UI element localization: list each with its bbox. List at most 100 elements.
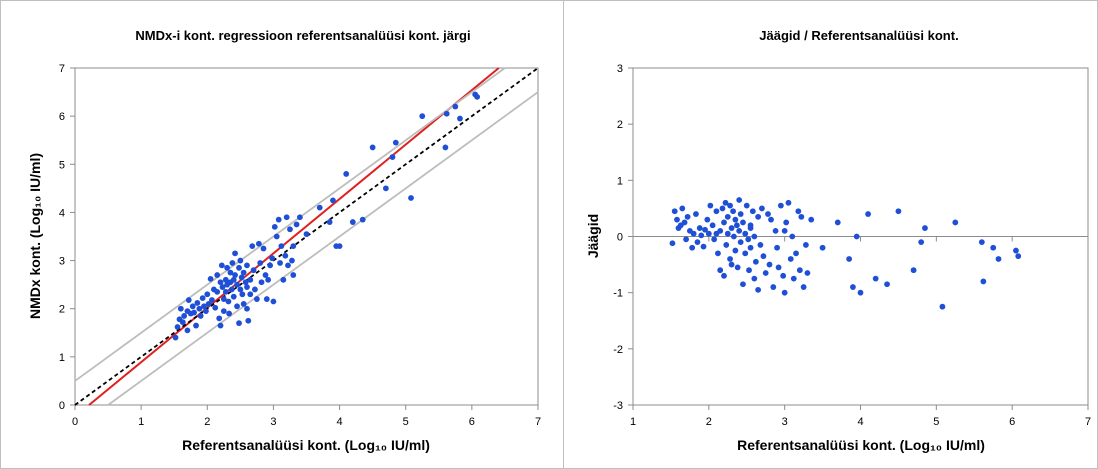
data-point bbox=[280, 276, 287, 283]
data-point bbox=[698, 232, 705, 239]
data-point bbox=[751, 233, 758, 240]
data-point bbox=[258, 279, 265, 286]
data-point bbox=[234, 281, 240, 288]
data-point bbox=[819, 244, 826, 251]
data-point bbox=[808, 216, 815, 223]
data-point bbox=[679, 205, 686, 212]
x-tick-label: 6 bbox=[469, 416, 475, 428]
data-point bbox=[777, 202, 784, 209]
x-tick-label: 3 bbox=[270, 416, 276, 428]
data-point bbox=[834, 219, 841, 226]
data-point bbox=[326, 219, 333, 225]
x-tick-label: 1 bbox=[630, 416, 636, 428]
data-point bbox=[247, 276, 254, 283]
chart-title: Jäägid / Referentsanalüüsi kont. bbox=[759, 28, 958, 43]
data-point bbox=[232, 272, 238, 278]
data-point bbox=[671, 208, 678, 215]
data-point bbox=[766, 261, 773, 268]
data-point bbox=[263, 296, 270, 302]
y-tick-label: 2 bbox=[617, 119, 623, 131]
y-tick-label: 3 bbox=[617, 63, 623, 75]
data-point bbox=[212, 304, 219, 311]
data-point bbox=[214, 288, 221, 295]
x-tick-label: 4 bbox=[857, 416, 863, 428]
data-point bbox=[783, 219, 790, 226]
data-point bbox=[751, 275, 758, 282]
data-point bbox=[218, 262, 225, 269]
data-point bbox=[683, 236, 689, 243]
data-point bbox=[740, 281, 746, 288]
data-point bbox=[793, 250, 799, 257]
data-point bbox=[216, 315, 223, 322]
data-point bbox=[217, 279, 224, 286]
data-point bbox=[262, 272, 269, 278]
data-point bbox=[179, 319, 186, 326]
data-point bbox=[693, 211, 699, 217]
data-point bbox=[910, 267, 917, 274]
data-point bbox=[204, 291, 211, 298]
data-point bbox=[277, 260, 283, 266]
data-point bbox=[255, 240, 262, 247]
data-point bbox=[240, 301, 247, 307]
data-point bbox=[222, 276, 229, 283]
data-point bbox=[727, 202, 733, 209]
data-point bbox=[990, 244, 997, 251]
x-tick-label: 4 bbox=[337, 416, 343, 428]
data-point bbox=[762, 270, 769, 276]
data-point bbox=[798, 213, 805, 220]
data-point bbox=[789, 233, 796, 240]
data-point bbox=[227, 269, 234, 276]
data-point bbox=[857, 289, 864, 296]
y-tick-label: -3 bbox=[613, 400, 623, 412]
data-point bbox=[724, 213, 731, 220]
data-point bbox=[184, 327, 191, 334]
data-point bbox=[743, 202, 750, 209]
data-point bbox=[709, 222, 716, 229]
data-point bbox=[722, 199, 729, 206]
data-point bbox=[737, 211, 744, 217]
data-point bbox=[382, 185, 389, 192]
data-point bbox=[736, 227, 743, 234]
data-point bbox=[713, 230, 720, 237]
data-point bbox=[247, 291, 254, 298]
data-point bbox=[177, 305, 184, 312]
data-point bbox=[214, 272, 221, 278]
data-point bbox=[244, 305, 250, 312]
data-point bbox=[226, 310, 233, 317]
data-point bbox=[757, 242, 764, 248]
data-point bbox=[236, 264, 242, 271]
data-point bbox=[733, 222, 740, 229]
data-point bbox=[283, 214, 290, 221]
y-tick-label: 6 bbox=[59, 111, 65, 123]
data-point bbox=[690, 230, 697, 237]
data-point bbox=[715, 250, 721, 257]
data-point bbox=[734, 264, 741, 271]
data-point bbox=[755, 213, 762, 220]
data-point bbox=[736, 197, 743, 203]
data-point bbox=[172, 334, 179, 341]
identity-line bbox=[74, 67, 539, 406]
data-point bbox=[443, 110, 450, 117]
x-tick-label: 2 bbox=[204, 416, 210, 428]
data-point bbox=[694, 239, 701, 246]
data-point bbox=[772, 227, 779, 234]
data-point bbox=[872, 275, 879, 282]
data-point bbox=[732, 247, 739, 254]
data-point bbox=[724, 230, 731, 237]
y-axis-label: Jäägid bbox=[585, 214, 601, 258]
data-point bbox=[785, 199, 792, 206]
data-point bbox=[197, 313, 204, 319]
data-point bbox=[249, 243, 256, 250]
data-point bbox=[939, 303, 946, 310]
data-point bbox=[723, 242, 730, 248]
data-point bbox=[220, 296, 227, 302]
data-point bbox=[452, 103, 459, 110]
data-point bbox=[269, 255, 276, 262]
data-point bbox=[250, 267, 257, 274]
data-point bbox=[796, 267, 803, 274]
x-axis-label: Referentsanalüüsi kont. (Log₁₀ IU/ml) bbox=[737, 437, 985, 453]
y-tick-label: 0 bbox=[617, 232, 623, 244]
data-point bbox=[199, 295, 206, 302]
data-point bbox=[755, 286, 762, 293]
